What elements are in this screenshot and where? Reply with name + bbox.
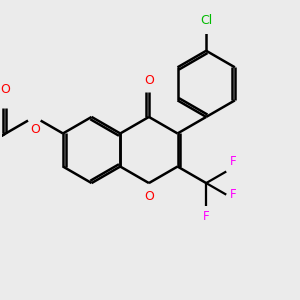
Text: O: O — [144, 74, 154, 87]
Text: F: F — [230, 188, 236, 201]
Text: O: O — [1, 83, 10, 96]
Text: O: O — [145, 190, 154, 203]
Text: Cl: Cl — [200, 14, 212, 27]
Text: F: F — [230, 155, 236, 168]
Text: F: F — [203, 209, 209, 223]
Text: O: O — [30, 123, 40, 136]
